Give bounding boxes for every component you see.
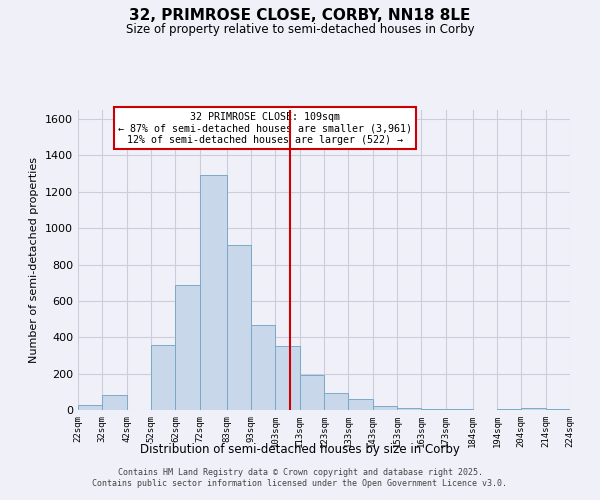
Bar (349, 399, 373, 410)
Bar (227, 244, 251, 410)
Text: Contains HM Land Registry data © Crown copyright and database right 2025.
Contai: Contains HM Land Registry data © Crown c… (92, 468, 508, 487)
Bar (78, 406, 103, 410)
Y-axis label: Number of semi-detached properties: Number of semi-detached properties (29, 157, 40, 363)
Bar (421, 409, 446, 410)
Bar (103, 396, 127, 410)
Bar (175, 284, 200, 410)
Text: 32 PRIMROSE CLOSE: 109sqm
← 87% of semi-detached houses are smaller (3,961)
12% : 32 PRIMROSE CLOSE: 109sqm ← 87% of semi-… (118, 112, 412, 144)
Bar (151, 344, 175, 410)
Bar (299, 374, 324, 410)
Text: Size of property relative to semi-detached houses in Corby: Size of property relative to semi-detach… (125, 22, 475, 36)
Bar (521, 408, 545, 410)
Text: Distribution of semi-detached houses by size in Corby: Distribution of semi-detached houses by … (140, 442, 460, 456)
Text: 32, PRIMROSE CLOSE, CORBY, NN18 8LE: 32, PRIMROSE CLOSE, CORBY, NN18 8LE (130, 8, 470, 22)
Bar (497, 409, 521, 410)
Bar (373, 406, 397, 410)
Bar (397, 408, 421, 410)
Bar (446, 409, 473, 410)
Bar (200, 176, 227, 410)
Bar (251, 324, 275, 410)
Bar (275, 346, 299, 410)
Bar (545, 409, 570, 410)
Bar (324, 392, 349, 410)
